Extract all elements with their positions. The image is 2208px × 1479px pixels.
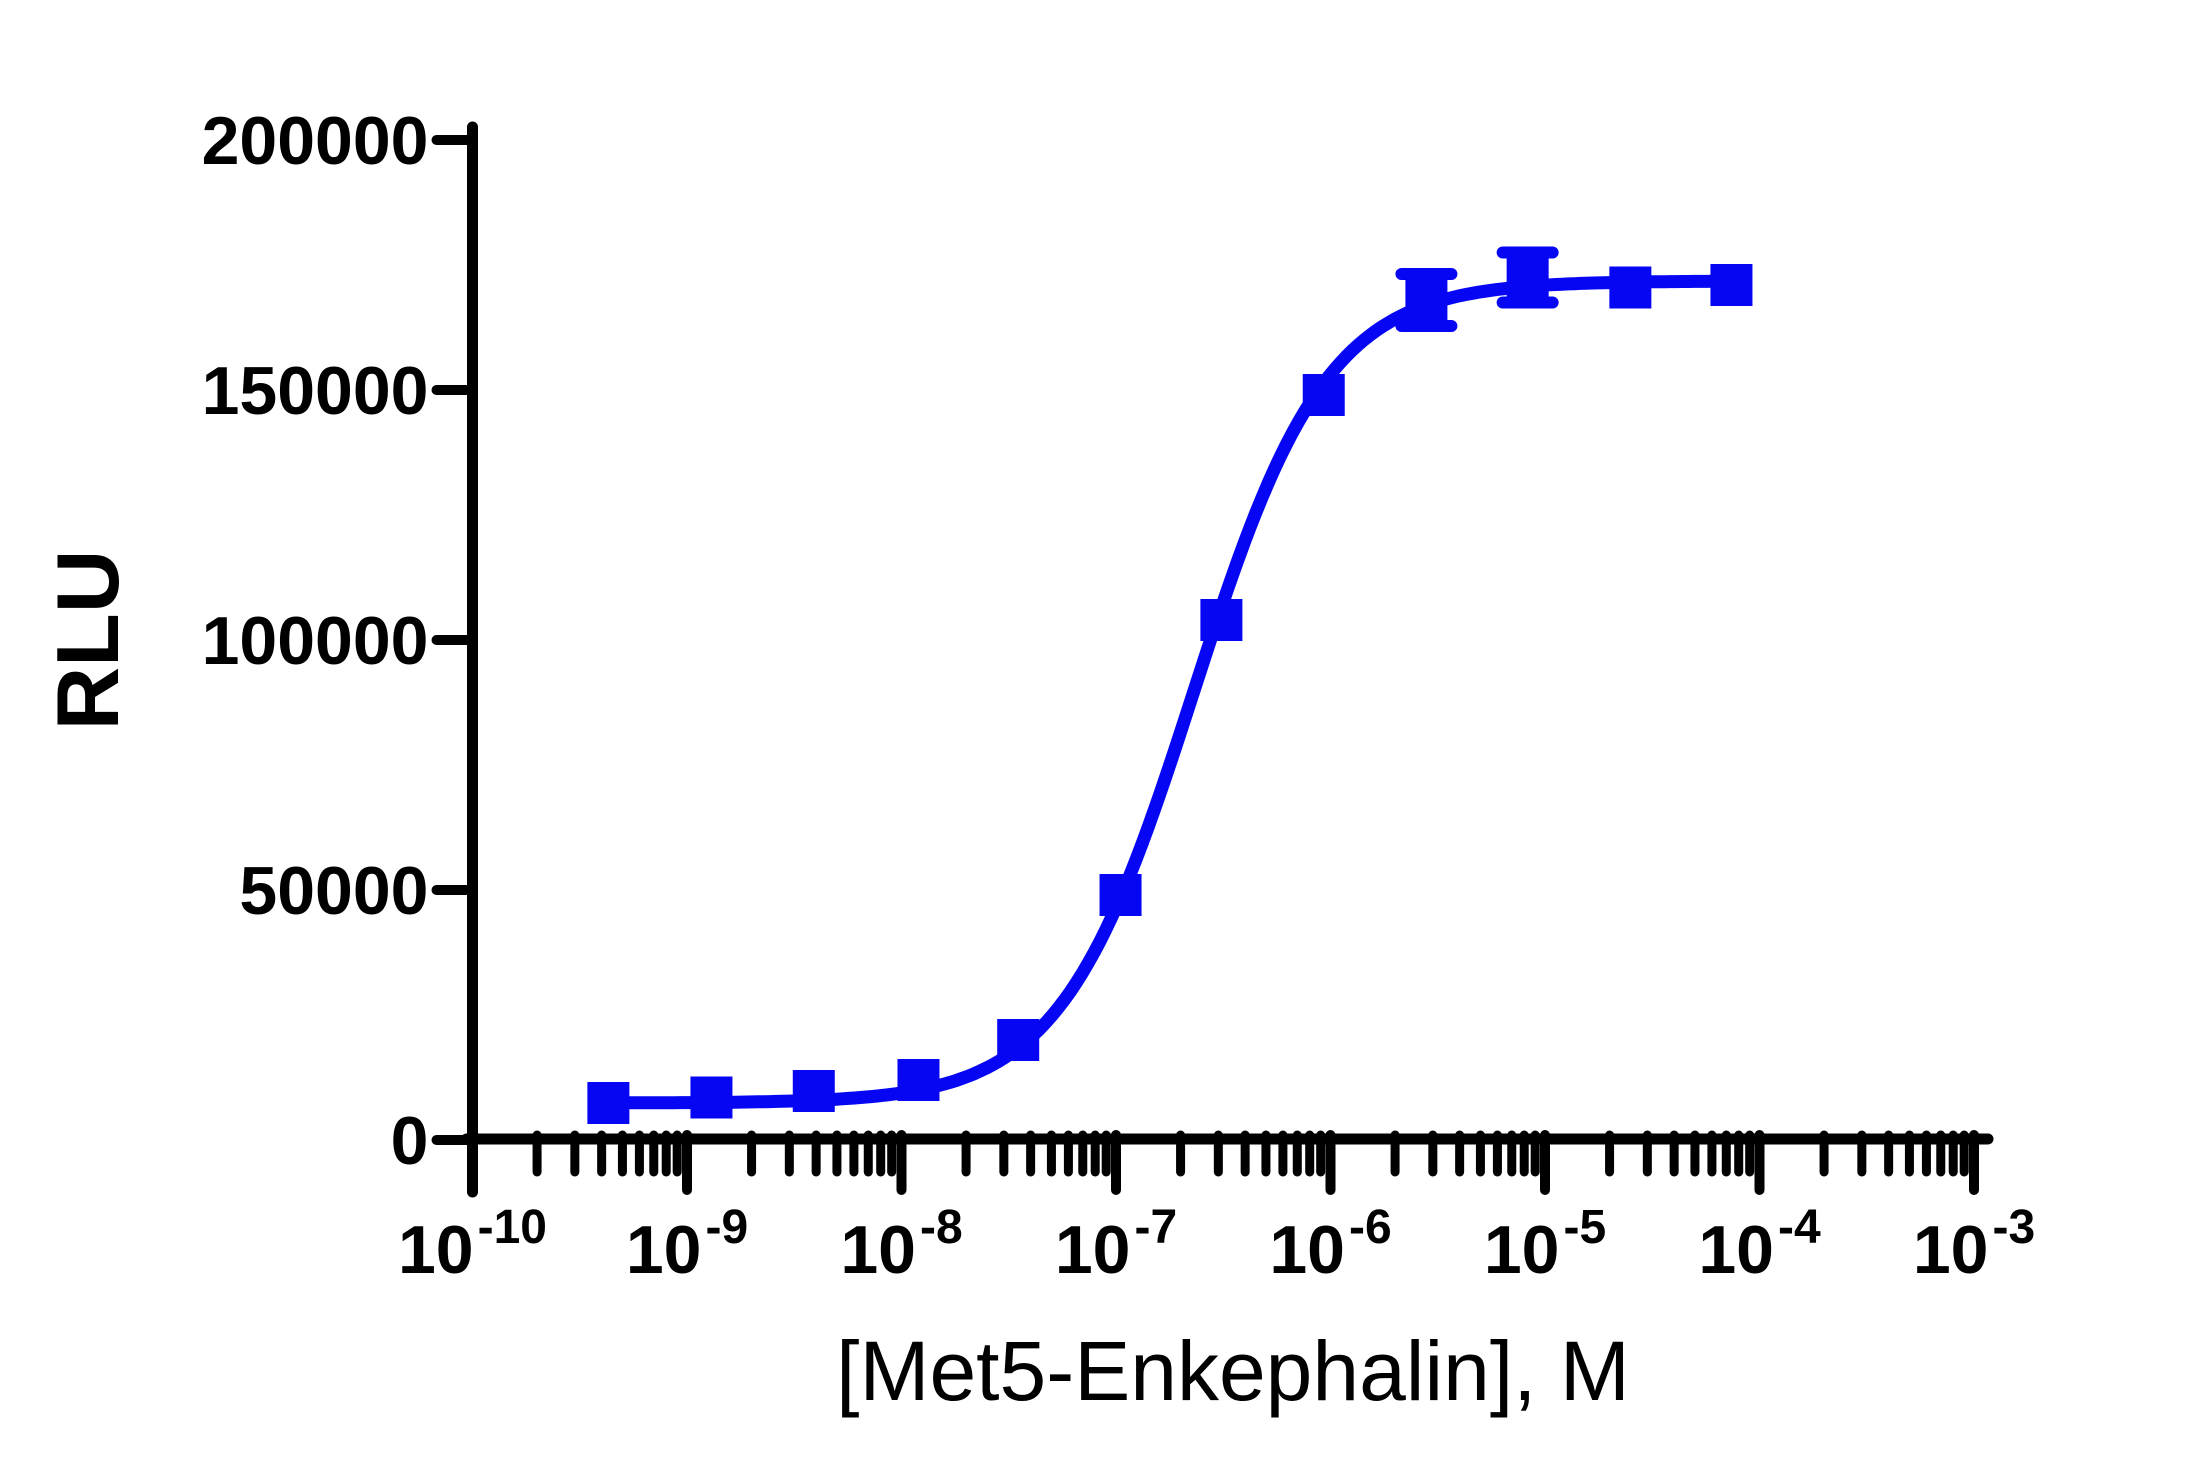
data-point-marker bbox=[587, 1082, 630, 1124]
y-axis-tick-label: 50000 bbox=[239, 853, 428, 929]
data-point-marker bbox=[1609, 266, 1652, 309]
x-axis-tick-labels: 10-10 10-9 10-8 10-7 10-6 10-5 10-4 10-3 bbox=[398, 1201, 2035, 1288]
y-axis-ticks bbox=[431, 135, 477, 1145]
x-axis-tick-label: 10-10 bbox=[398, 1201, 547, 1288]
x-axis-tick-label: 10-5 bbox=[1484, 1201, 1606, 1288]
x-axis-tick-label: 10-4 bbox=[1698, 1201, 1821, 1288]
data-point-marker bbox=[1405, 279, 1448, 321]
axes-layer bbox=[461, 121, 1994, 1198]
data-point-marker bbox=[1302, 374, 1345, 416]
data-point-marker bbox=[1506, 256, 1549, 299]
y-axis-tick-label: 200000 bbox=[202, 103, 429, 179]
y-axis-tick-label: 100000 bbox=[202, 603, 429, 679]
x-axis-tick-label: 10-9 bbox=[626, 1201, 748, 1288]
x-axis-minor-ticks bbox=[532, 1130, 1969, 1177]
data-point-marker bbox=[897, 1059, 940, 1101]
y-axis-title: RLU bbox=[38, 550, 137, 731]
y-axis-tick-label: 150000 bbox=[202, 353, 429, 429]
fit-curve-layer bbox=[601, 274, 1737, 1110]
fit-curve bbox=[601, 274, 1737, 1110]
data-point-marker bbox=[1710, 264, 1753, 306]
x-axis-tick-label: 10-6 bbox=[1269, 1201, 1391, 1288]
data-point-marker bbox=[997, 1019, 1040, 1061]
y-axis-tick-labels: 0 50000 100000 150000 200000 bbox=[202, 103, 429, 1179]
data-point-marker bbox=[1099, 874, 1142, 916]
data-point-marker bbox=[1200, 599, 1243, 641]
x-axis-tick-label: 10-7 bbox=[1055, 1201, 1177, 1288]
y-axis-tick-label: 0 bbox=[391, 1103, 429, 1179]
x-axis-tick-label: 10-3 bbox=[1913, 1201, 2035, 1288]
data-point-marker bbox=[690, 1076, 733, 1119]
x-axis-tick-label: 10-8 bbox=[840, 1201, 962, 1288]
data-point-marker bbox=[792, 1070, 835, 1112]
x-axis-title: [Met5-Enkephalin], M bbox=[836, 1324, 1630, 1418]
data-point-layer bbox=[587, 256, 1753, 1124]
